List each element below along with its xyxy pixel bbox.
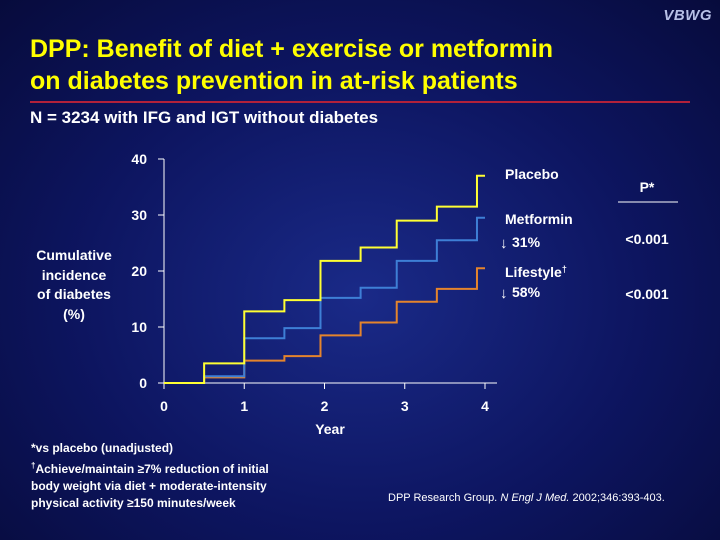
lifestyle-series-line (164, 267, 485, 384)
slide-subtitle: N = 3234 with IFG and IGT without diabet… (30, 108, 379, 127)
x-axis-label: Year (315, 421, 345, 437)
brand-logo: VBWG (663, 7, 712, 24)
x-tick-label: 0 (160, 398, 168, 414)
x-tick-label: 4 (481, 398, 489, 414)
y-axis-label-line-1: Cumulative (36, 247, 112, 263)
citation: DPP Research Group. N Engl J Med. 2002;3… (388, 492, 665, 504)
slide-title: DPP: Benefit of diet + exercise or metfo… (30, 33, 690, 97)
metformin-reduction: 31% (512, 234, 541, 250)
y-tick-label: 0 (139, 375, 147, 391)
footnote-line-2: †Achieve/maintain ≥7% reduction of initi… (31, 457, 361, 478)
metformin-down-arrow-icon: ↓ (500, 235, 508, 252)
y-axis-label-line-3: of diabetes (37, 286, 111, 302)
lifestyle-label-dagger: † (562, 264, 567, 274)
chart-axes: 0 10 20 30 40 0 1 2 3 4 (131, 151, 497, 414)
y-tick-label: 10 (131, 319, 147, 335)
footnote-line-3: body weight via diet + moderate-intensit… (31, 479, 267, 493)
citation-ref: 2002;346:393-403. (572, 492, 665, 504)
footnote-line-4: physical activity ≥150 minutes/week (31, 496, 236, 510)
y-axis-label: Cumulative incidence of diabetes (%) (18, 246, 130, 324)
y-axis-label-line-4: (%) (63, 305, 85, 322)
footnote-line-2-text: Achieve/maintain ≥7% reduction of initia… (35, 462, 269, 476)
y-axis-label-line-2: incidence (41, 266, 107, 283)
footnote-dagger: † (31, 461, 36, 470)
placebo-series-line (164, 174, 485, 384)
y-tick-label: 40 (131, 151, 147, 167)
placebo-series-label: Placebo (505, 166, 559, 182)
lifestyle-series-label: Lifestyle† (505, 264, 567, 280)
metformin-series-line (164, 216, 485, 384)
y-tick-label: 30 (131, 207, 147, 223)
lifestyle-p-value: <0.001 (625, 286, 668, 302)
title-line-1: DPP: Benefit of diet + exercise or metfo… (30, 35, 554, 63)
x-tick-label: 2 (321, 398, 329, 414)
x-tick-label: 1 (240, 398, 248, 414)
title-line-2: on diabetes prevention in at-risk patien… (30, 67, 518, 95)
lifestyle-down-arrow-icon: ↓ (500, 285, 508, 302)
footnote-line-1: *vs placebo (unadjusted) (31, 441, 174, 455)
p-value-header: P* (640, 179, 655, 195)
y-tick-label: 20 (131, 263, 147, 279)
metformin-series-label: Metformin (505, 211, 573, 227)
footnote: *vs placebo (unadjusted) †Achieve/mainta… (31, 440, 361, 512)
title-divider (30, 101, 690, 103)
metformin-p-value: <0.001 (625, 231, 668, 247)
chart-labels: Placebo Metformin Lifestyle† (505, 166, 573, 280)
citation-journal: N Engl J Med. (500, 492, 570, 504)
lifestyle-reduction: 58% (512, 284, 541, 300)
citation-authors: DPP Research Group. (388, 492, 498, 504)
chart-series (164, 174, 485, 384)
x-tick-label: 3 (401, 398, 409, 414)
